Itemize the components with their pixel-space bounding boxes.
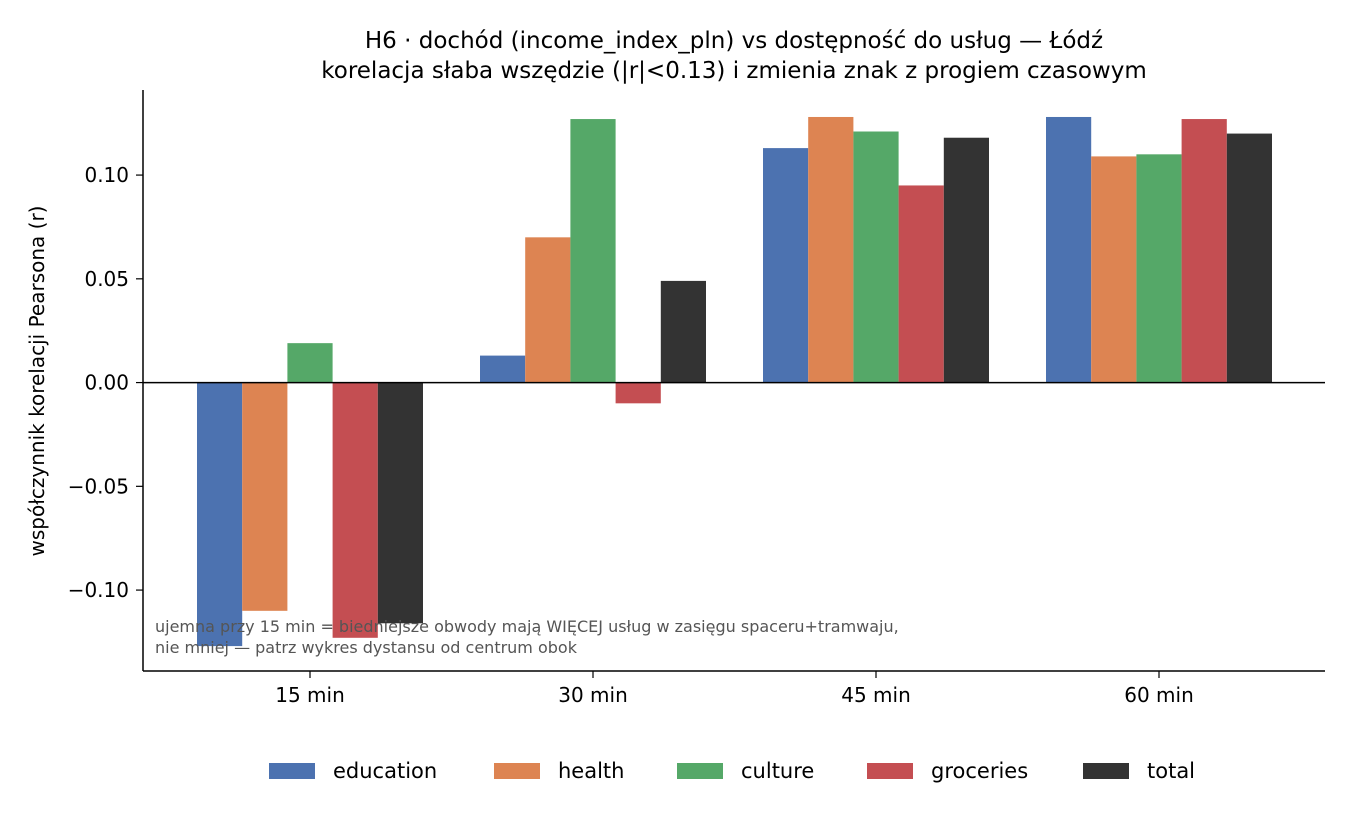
bar-groceries-3 [1181,119,1227,383]
legend-swatch-health [494,763,540,779]
bar-groceries-0 [332,382,378,638]
x-ticks: 15 min 30 min 45 min 60 min [275,671,1194,707]
legend-label-health: health [558,759,624,783]
y-axis-label: współczynnik korelacji Pearsona (r) [25,206,49,557]
bar-groceries-1 [615,382,661,404]
bar-education-0 [197,382,243,647]
bar-education-3 [1046,116,1092,383]
y-tick-label: 0.05 [84,267,129,291]
legend-swatch-total [1083,763,1129,779]
bar-groceries-2 [898,185,944,383]
legend-label-education: education [333,759,437,783]
legend-label-groceries: groceries [931,759,1028,783]
chart-title: H6 · dochód (income_index_pln) vs dostęp… [365,28,1103,54]
x-tick-label: 45 min [841,683,911,707]
bar-total-1 [660,280,706,383]
bars-layer [197,116,1272,647]
bar-health-0 [242,382,288,611]
legend-label-culture: culture [741,759,814,783]
bar-culture-0 [287,343,333,383]
y-tick-label: 0.10 [84,163,129,187]
bar-culture-1 [570,119,616,383]
x-tick-label: 30 min [558,683,628,707]
bar-culture-3 [1136,154,1182,383]
annotation-line-1: ujemna przy 15 min = biedniejsze obwody … [155,617,899,636]
bar-health-1 [525,237,571,383]
bar-education-2 [763,148,809,383]
chart-subtitle: korelacja słaba wszędzie (|r|<0.13) i zm… [321,58,1146,84]
bar-health-3 [1091,156,1137,383]
bar-total-0 [377,382,423,624]
y-tick-label: 0.00 [84,371,129,395]
x-tick-label: 15 min [275,683,345,707]
y-tick-label: −0.05 [68,474,129,498]
legend-swatch-education [269,763,315,779]
bar-health-2 [808,116,854,383]
y-tick-label: −0.10 [68,578,129,602]
bar-total-3 [1226,133,1272,383]
y-ticks: −0.10 −0.05 0.00 0.05 0.10 [68,163,143,602]
bar-total-2 [943,137,989,383]
annotation-line-2: nie mniej — patrz wykres dystansu od cen… [155,638,578,657]
legend-swatch-culture [677,763,723,779]
legend-label-total: total [1147,759,1195,783]
bar-education-1 [480,355,526,383]
bar-culture-2 [853,131,899,383]
x-tick-label: 60 min [1124,683,1194,707]
legend: education health culture groceries total [269,759,1195,783]
legend-swatch-groceries [867,763,913,779]
